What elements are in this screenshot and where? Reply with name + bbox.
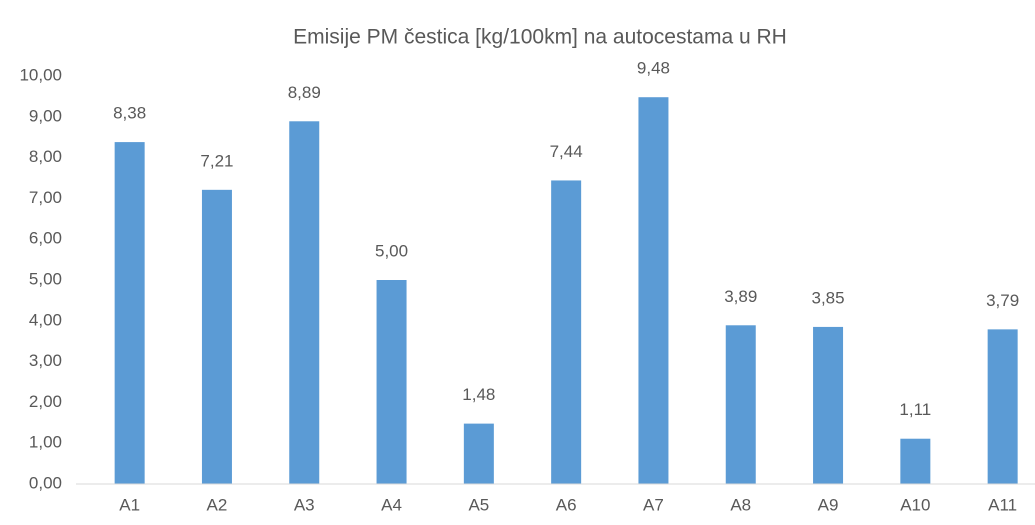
x-tick-label: A1 (119, 495, 140, 514)
data-label: 5,00 (375, 241, 408, 260)
x-tick-label: A4 (381, 495, 402, 514)
x-tick-label: A2 (207, 495, 228, 514)
x-tick-label: A10 (900, 495, 930, 514)
bar (289, 121, 320, 485)
data-label: 8,38 (113, 104, 146, 123)
y-tick-label: 7,00 (29, 188, 62, 207)
y-tick-label: 1,00 (29, 433, 62, 452)
data-label: 7,21 (200, 151, 233, 170)
y-tick-label: 9,00 (29, 106, 62, 125)
x-tick-label: A3 (294, 495, 315, 514)
x-tick-label: A6 (556, 495, 577, 514)
y-tick-label: 3,00 (29, 351, 62, 370)
bar (638, 97, 669, 484)
bar (376, 280, 407, 484)
bar (114, 142, 145, 484)
bar (463, 423, 494, 484)
y-tick-label: 4,00 (29, 310, 62, 329)
x-tick-label: A9 (818, 495, 839, 514)
x-tick-label: A7 (643, 495, 664, 514)
data-label: 9,48 (637, 59, 670, 78)
x-tick-label: A11 (988, 495, 1017, 514)
y-tick-label: 6,00 (29, 229, 62, 248)
data-label: 1,48 (462, 385, 495, 404)
data-label: 3,89 (724, 287, 757, 306)
data-label: 3,79 (986, 291, 1019, 310)
bar (900, 438, 931, 484)
bar (813, 326, 844, 484)
y-tick-label: 2,00 (29, 392, 62, 411)
data-label: 3,85 (812, 288, 845, 307)
y-tick-label: 8,00 (29, 147, 62, 166)
bar (551, 180, 582, 484)
data-label: 1,11 (899, 400, 931, 419)
data-label: 7,44 (550, 142, 583, 161)
chart-title: Emisije PM čestica [kg/100km] na autoces… (293, 26, 787, 49)
y-tick-label: 0,00 (29, 473, 62, 492)
bar (725, 325, 756, 484)
y-tick-label: 5,00 (29, 269, 62, 288)
y-tick-label: 10,00 (19, 65, 62, 84)
x-tick-label: A8 (730, 495, 751, 514)
bar (987, 329, 1018, 484)
data-label: 8,89 (288, 83, 321, 102)
bar (201, 189, 232, 484)
x-tick-label: A5 (468, 495, 489, 514)
